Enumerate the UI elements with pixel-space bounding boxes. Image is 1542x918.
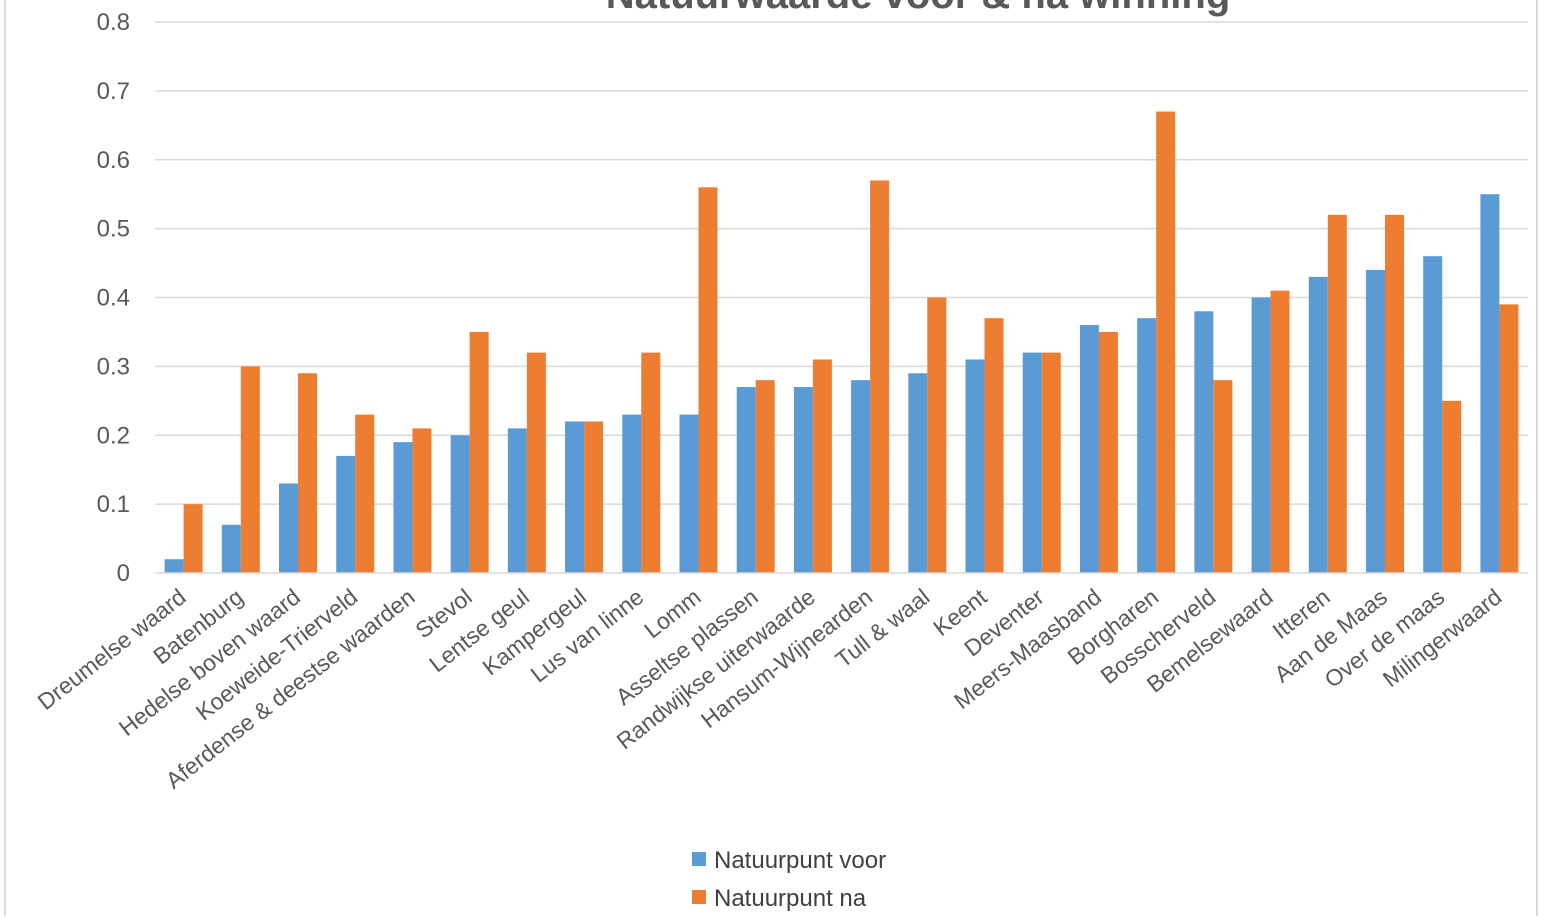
- bar-na: [1442, 400, 1462, 573]
- legend-swatch: [692, 890, 706, 904]
- bar-na: [298, 373, 318, 573]
- legend-label: Natuurpunt na: [714, 885, 867, 912]
- bar-na: [1041, 352, 1061, 573]
- y-axis-ticks: 0 0.1 0.2 0.3 0.4 0.5 0.6 0.7 0.8: [97, 9, 130, 587]
- bar-voor: [450, 435, 470, 573]
- bar-voor: [1365, 269, 1385, 573]
- bar-voor: [1251, 297, 1271, 573]
- bar-voor: [622, 414, 642, 573]
- bar-na: [469, 331, 489, 573]
- bar-voor: [393, 442, 413, 573]
- bar-voor: [279, 483, 299, 573]
- bar-na: [1156, 111, 1176, 573]
- bar-voor: [965, 359, 985, 573]
- bar-voor: [164, 559, 184, 573]
- chart-title: Natuurwaarde voor & na winning: [606, 0, 1231, 17]
- y-tick-label: 0.1: [97, 491, 130, 518]
- bar-voor: [908, 373, 928, 573]
- bar-na: [1499, 304, 1519, 573]
- bar-voor: [507, 428, 527, 573]
- bar-na: [412, 428, 432, 573]
- chart-frame: [4, 0, 1538, 916]
- bar-voor: [1423, 256, 1443, 573]
- bar-na: [870, 180, 890, 573]
- bar-voor: [221, 524, 241, 573]
- y-tick-label: 0.5: [97, 216, 130, 243]
- bar-na: [1270, 290, 1290, 573]
- bar-na: [641, 352, 661, 573]
- legend: Natuurpunt voor Natuurpunt na: [692, 847, 886, 912]
- bar-voor: [565, 421, 585, 573]
- y-tick-label: 0: [117, 560, 130, 587]
- y-tick-label: 0.6: [97, 147, 130, 174]
- bar-voor: [1137, 318, 1157, 573]
- bar-voor: [736, 387, 756, 573]
- y-tick-label: 0.4: [97, 285, 130, 312]
- bar-na: [1098, 331, 1118, 573]
- bar-na: [526, 352, 546, 573]
- y-tick-label: 0.8: [97, 9, 130, 36]
- bar-voor: [1480, 194, 1500, 573]
- bar-na: [1327, 214, 1347, 573]
- bars: [164, 111, 1519, 574]
- bar-na: [355, 414, 375, 573]
- legend-swatch: [692, 852, 706, 866]
- bar-voor: [1308, 276, 1328, 573]
- bar-voor: [1194, 311, 1214, 573]
- bar-na: [698, 187, 718, 574]
- bar-na: [1384, 214, 1404, 573]
- gridlines: [155, 21, 1528, 505]
- bar-voor: [1022, 352, 1042, 573]
- bar-na: [755, 380, 775, 573]
- bar-voor: [336, 455, 356, 573]
- bar-na: [984, 318, 1004, 573]
- bar-na: [927, 297, 947, 573]
- bar-na: [183, 504, 203, 574]
- legend-label: Natuurpunt voor: [714, 847, 886, 874]
- y-tick-label: 0.3: [97, 353, 130, 380]
- y-tick-label: 0.7: [97, 78, 130, 105]
- bar-voor: [793, 387, 813, 573]
- bar-na: [1213, 380, 1233, 573]
- y-tick-label: 0.2: [97, 422, 130, 449]
- bar-voor: [1079, 325, 1099, 573]
- bar-voor: [851, 380, 871, 573]
- bar-na: [584, 421, 604, 573]
- bar-na: [240, 366, 260, 574]
- bar-voor: [679, 414, 699, 573]
- bar-na: [812, 359, 832, 573]
